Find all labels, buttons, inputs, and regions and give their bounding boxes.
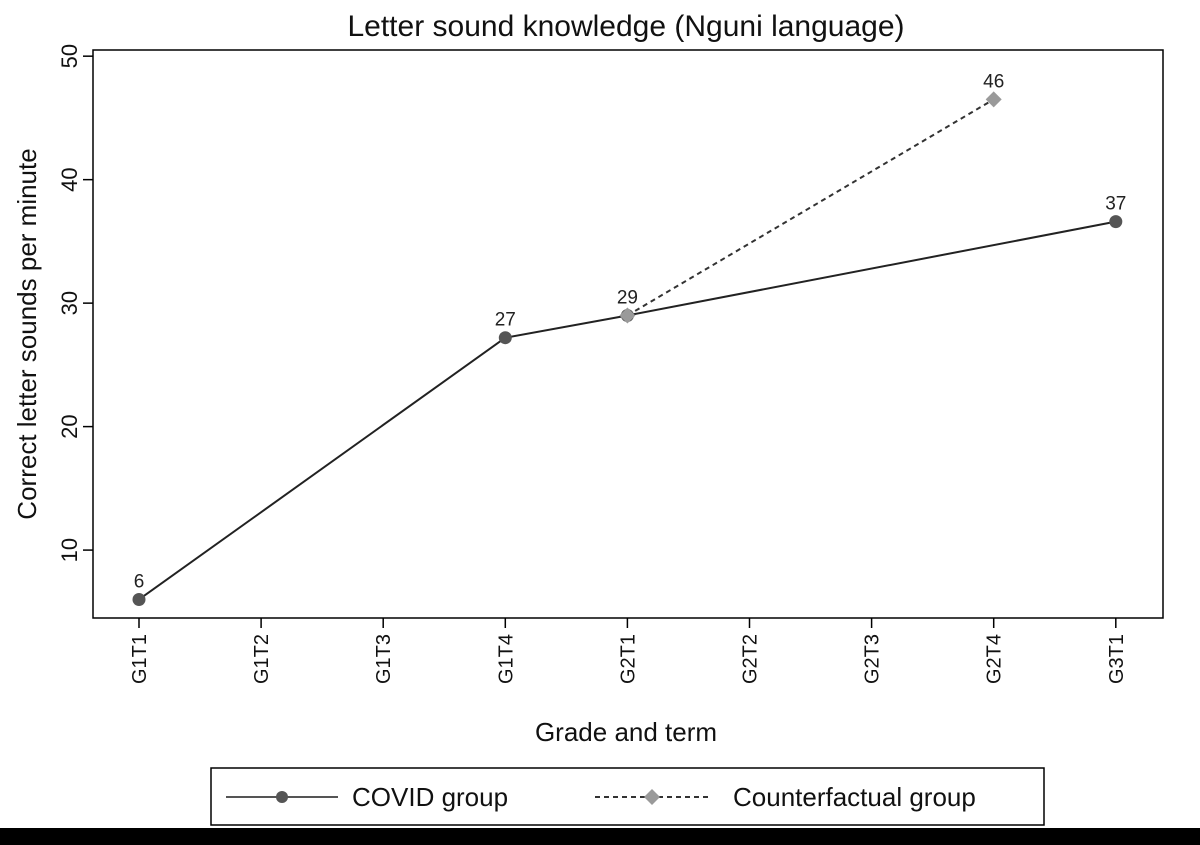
x-tick-label: G2T3 bbox=[862, 634, 884, 684]
legend-covid-label: COVID group bbox=[352, 782, 508, 812]
x-axis-label: Grade and term bbox=[535, 717, 717, 747]
y-tick-label: 20 bbox=[57, 414, 82, 438]
covid-data-label: 37 bbox=[1105, 194, 1126, 215]
x-tick-label: G3T1 bbox=[1106, 634, 1128, 684]
x-axis: G1T1 G1T2 G1T3 G1T4 G2T1 G2T2 G2T3 G2T4 G3T1 bbox=[129, 618, 1128, 684]
legend-counterfactual-marker bbox=[644, 789, 660, 805]
chart-page: Letter sound knowledge (Nguni language) … bbox=[0, 0, 1200, 828]
covid-data-label: 6 bbox=[134, 571, 145, 592]
legend-counterfactual-label: Counterfactual group bbox=[733, 782, 976, 812]
counterfactual-data-label: 29 bbox=[617, 287, 638, 308]
legend: COVID group Counterfactual group bbox=[210, 767, 1045, 826]
covid-point bbox=[498, 331, 512, 345]
covid-series-line bbox=[138, 220, 1116, 601]
y-axis-label: Correct letter sounds per minute bbox=[12, 148, 42, 519]
y-tick-label: 10 bbox=[57, 538, 82, 562]
covid-data-label: 27 bbox=[495, 310, 516, 331]
plot-frame bbox=[92, 49, 1164, 619]
line-chart: Letter sound knowledge (Nguni language) … bbox=[12, 10, 1164, 826]
counterfactual-point bbox=[619, 307, 636, 324]
series-layer: 6 27 37 29 46 bbox=[132, 71, 1126, 606]
counterfactual-series-line bbox=[626, 98, 995, 317]
x-tick-label: G2T2 bbox=[740, 634, 762, 684]
y-tick-label: 50 bbox=[57, 44, 82, 68]
x-tick-label: G1T2 bbox=[251, 634, 273, 684]
y-tick-label: 40 bbox=[57, 167, 82, 191]
y-tick-label: 30 bbox=[57, 291, 82, 315]
covid-point bbox=[132, 592, 146, 606]
x-tick-label: G1T1 bbox=[129, 634, 151, 684]
x-tick-label: G2T1 bbox=[617, 634, 639, 684]
y-axis: 10 20 30 40 50 bbox=[57, 44, 93, 562]
counterfactual-data-label: 46 bbox=[983, 71, 1004, 92]
legend-box bbox=[210, 767, 1045, 826]
counterfactual-point bbox=[985, 91, 1002, 108]
x-tick-label: G2T4 bbox=[984, 634, 1006, 684]
x-tick-label: G1T3 bbox=[373, 634, 395, 684]
legend-covid-marker bbox=[276, 791, 288, 803]
x-tick-label: G1T4 bbox=[495, 634, 517, 684]
covid-point bbox=[1109, 215, 1123, 229]
chart-title: Letter sound knowledge (Nguni language) bbox=[347, 10, 904, 43]
